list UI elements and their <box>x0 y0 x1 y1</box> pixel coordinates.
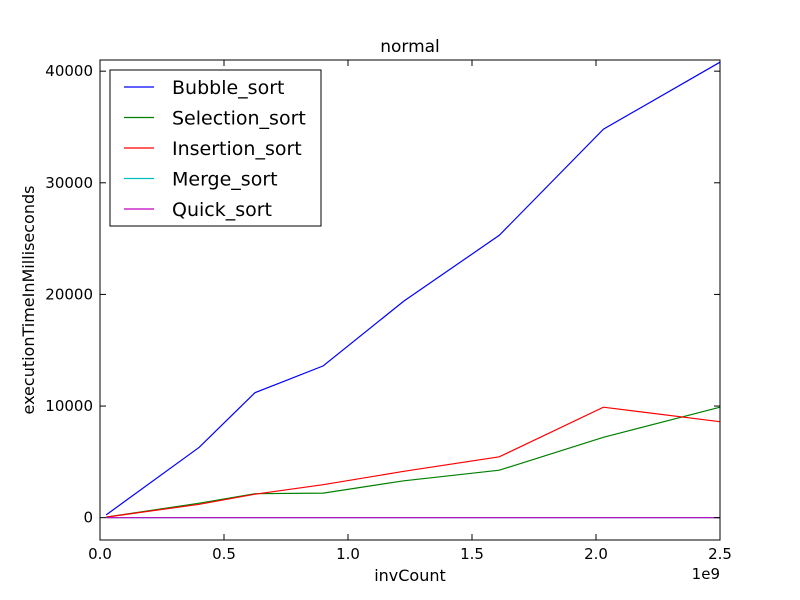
series-line-selection-sort <box>106 406 721 518</box>
x-axis-label: invCount <box>374 566 446 585</box>
legend-item-quick-sort: Quick_sort <box>124 199 272 221</box>
x-tick-label: 1.5 <box>460 545 484 563</box>
legend-label: Insertion_sort <box>172 138 302 160</box>
y-tick-label: 10000 <box>45 397 93 415</box>
x-tick-label: 2.5 <box>708 545 732 563</box>
legend-item-bubble-sort: Bubble_sort <box>124 77 284 99</box>
x-tick-label: 0.5 <box>212 545 236 563</box>
y-axis-label: executionTimeInMilliseconds <box>19 186 38 415</box>
axis-ticks: 0.0 0.5 1.0 1.5 2.0 2.5 0 10000 20000 30000 40000 <box>45 60 732 563</box>
legend-item-selection-sort: Selection_sort <box>124 108 306 130</box>
chart-title: normal <box>380 37 440 57</box>
plot-frame <box>99 59 721 541</box>
legend-item-merge-sort: Merge_sort <box>124 169 278 191</box>
plot-area <box>105 61 721 519</box>
x-tick-label: 2.0 <box>584 545 608 563</box>
legend-label: Bubble_sort <box>172 77 284 99</box>
series-line-bubble-sort <box>105 61 721 516</box>
series-line-insertion-sort <box>106 406 721 518</box>
y-tick-label: 0 <box>83 509 93 527</box>
legend-label: Merge_sort <box>172 169 278 191</box>
y-tick-label: 30000 <box>45 174 93 192</box>
y-tick-label: 20000 <box>45 285 93 303</box>
legend: Bubble_sort Selection_sort Insertion_sort M… <box>109 69 322 227</box>
legend-label: Selection_sort <box>172 108 306 130</box>
x-tick-label: 0.0 <box>88 545 112 563</box>
y-tick-label: 40000 <box>45 62 93 80</box>
legend-label: Quick_sort <box>172 199 272 221</box>
legend-item-insertion-sort: Insertion_sort <box>124 138 302 160</box>
x-tick-label: 1.0 <box>336 545 360 563</box>
x-offset-label: 1e9 <box>692 565 720 583</box>
